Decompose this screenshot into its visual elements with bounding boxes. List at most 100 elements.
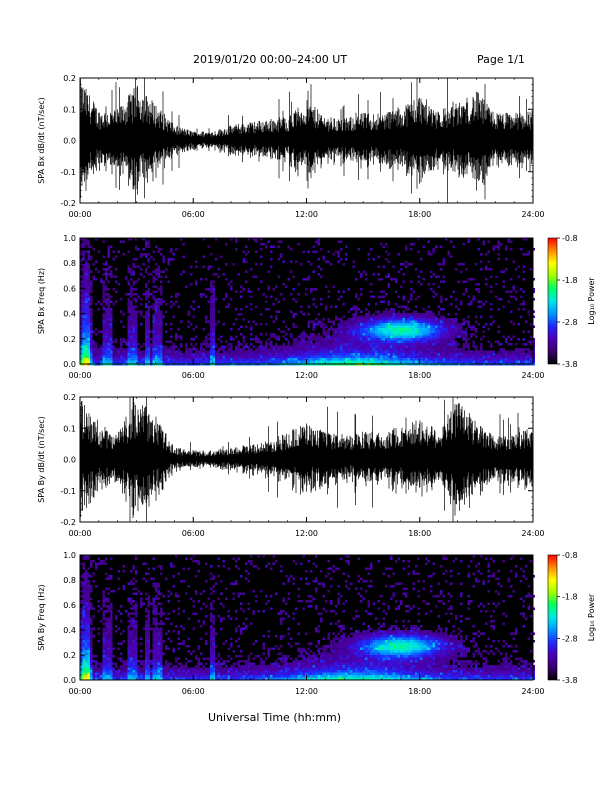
panel-2-cell bbox=[210, 333, 213, 336]
panel-4-cell bbox=[315, 590, 318, 593]
panel-2-cell bbox=[505, 258, 508, 261]
panel-4-cell bbox=[135, 580, 138, 583]
panel-2-cell bbox=[90, 280, 93, 283]
panel-2-cell bbox=[412, 343, 415, 346]
panel-4-cell bbox=[395, 560, 398, 563]
panel-2-cell bbox=[512, 358, 515, 361]
panel-2-cell bbox=[250, 353, 253, 356]
panel-4-cell bbox=[147, 610, 150, 613]
panel-2-cell bbox=[412, 338, 415, 341]
panel-2-cell bbox=[487, 250, 490, 253]
panel-2-cell bbox=[427, 305, 430, 308]
panel-4-cell bbox=[145, 572, 148, 575]
panel-4-cell bbox=[102, 562, 105, 565]
panel-4-cell bbox=[500, 585, 503, 588]
panel-4-cell bbox=[305, 600, 308, 603]
panel-2-cell bbox=[452, 325, 455, 328]
panel-4-cell bbox=[147, 615, 150, 618]
panel-2-cell bbox=[105, 315, 108, 318]
panel-4-cell bbox=[250, 622, 253, 625]
panel-2-cell bbox=[247, 290, 250, 293]
panel-2-cell bbox=[295, 360, 298, 363]
panel-4-cell bbox=[412, 627, 415, 630]
panel-2-cell bbox=[215, 360, 218, 363]
panel-4-cell bbox=[85, 557, 88, 560]
panel-2-cell bbox=[255, 238, 258, 241]
panel-2-cell bbox=[320, 348, 323, 351]
panel-2-cell bbox=[290, 335, 293, 338]
panel-2-cell bbox=[95, 355, 98, 358]
panel-2-cell bbox=[160, 275, 163, 278]
panel-2-cell bbox=[100, 278, 103, 281]
panel-2-cell bbox=[345, 253, 348, 256]
panel-4-cell bbox=[407, 560, 410, 563]
panel-2-cell bbox=[217, 348, 220, 351]
panel-4-cell bbox=[377, 627, 380, 630]
panel-2-cell bbox=[417, 340, 420, 343]
panel-4-cell bbox=[120, 605, 123, 608]
panel-2-cell bbox=[135, 315, 138, 318]
panel-2-cell bbox=[312, 358, 315, 361]
panel-4-cell bbox=[107, 592, 110, 595]
panel-2-cell bbox=[352, 328, 355, 331]
panel-2-cell bbox=[212, 315, 215, 318]
panel-4-cell bbox=[337, 585, 340, 588]
panel-2-cell bbox=[145, 255, 148, 258]
panel-4-cell bbox=[130, 612, 133, 615]
panel-2-cell bbox=[152, 305, 155, 308]
panel-2-cell bbox=[160, 325, 163, 328]
panel-4-cell bbox=[415, 625, 418, 628]
panel-4-cell bbox=[117, 587, 120, 590]
panel-4-cell bbox=[80, 620, 83, 623]
panel-2-cell bbox=[227, 360, 230, 363]
panel-4-cell bbox=[282, 597, 285, 600]
panel-2-cell bbox=[520, 288, 523, 291]
panel-4-cell bbox=[345, 580, 348, 583]
panel-2-cell bbox=[135, 335, 138, 338]
panel-2-cell bbox=[432, 273, 435, 276]
panel-2-cell bbox=[265, 295, 268, 298]
panel-2-cell bbox=[425, 320, 428, 323]
panel-2-cell bbox=[380, 355, 383, 358]
panel-2-cell bbox=[437, 333, 440, 336]
panel-2-cell bbox=[90, 323, 93, 326]
panel-2-cell bbox=[302, 338, 305, 341]
panel-2-cell bbox=[130, 303, 133, 306]
panel-2-cell bbox=[90, 308, 93, 311]
panel-2-cell bbox=[317, 338, 320, 341]
panel-2-cell bbox=[455, 268, 458, 271]
panel-2-cell bbox=[105, 348, 108, 351]
panel-2-cell bbox=[317, 243, 320, 246]
panel-2-cell bbox=[147, 360, 150, 363]
panel-2-cell bbox=[337, 298, 340, 301]
panel-2-cell bbox=[112, 350, 115, 353]
panel-2-cell bbox=[515, 350, 518, 353]
panel-4-cell bbox=[87, 607, 90, 610]
panel-2-cell bbox=[230, 343, 233, 346]
panel-2-cell bbox=[515, 343, 518, 346]
panel-2-cell bbox=[152, 353, 155, 356]
panel-2-cell bbox=[155, 278, 158, 281]
panel-2-cell bbox=[460, 303, 463, 306]
panel-4-cell bbox=[315, 605, 318, 608]
panel-2-cell bbox=[130, 305, 133, 308]
panel-2-cell bbox=[90, 283, 93, 286]
panel-2-cell bbox=[97, 308, 100, 311]
panel-4-cell bbox=[82, 580, 85, 583]
panel-2-cell bbox=[292, 275, 295, 278]
panel-2-cell bbox=[425, 358, 428, 361]
panel-4-cell bbox=[282, 610, 285, 613]
panel-2-cell bbox=[357, 308, 360, 311]
panel-2-cell bbox=[247, 238, 250, 241]
panel-4-cell bbox=[135, 630, 138, 633]
panel-2-cell bbox=[280, 348, 283, 351]
panel-4-cell bbox=[415, 565, 418, 568]
panel-2-cell bbox=[90, 358, 93, 361]
panel-2-cell bbox=[225, 263, 228, 266]
panel-2-cell bbox=[327, 345, 330, 348]
panel-2-cell bbox=[390, 348, 393, 351]
panel-2-cell bbox=[297, 243, 300, 246]
panel-4-cell bbox=[187, 567, 190, 570]
panel-2-cell bbox=[342, 345, 345, 348]
panel-4-cell bbox=[492, 572, 495, 575]
